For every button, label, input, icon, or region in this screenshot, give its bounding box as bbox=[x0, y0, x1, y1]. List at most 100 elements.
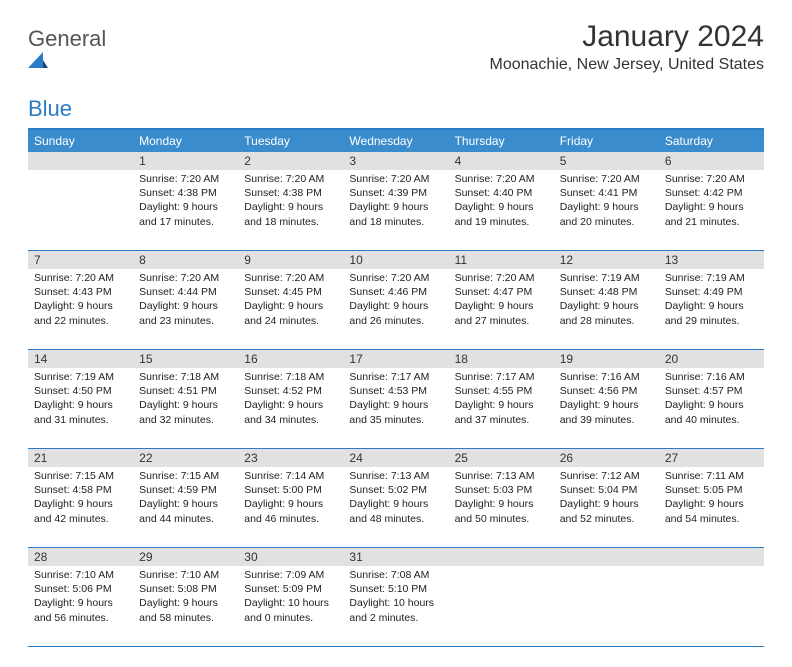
sunset: Sunset: 4:38 PM bbox=[139, 186, 232, 200]
day-cell: Sunrise: 7:17 AMSunset: 4:53 PMDaylight:… bbox=[343, 368, 448, 448]
day-cell: Sunrise: 7:20 AMSunset: 4:39 PMDaylight:… bbox=[343, 170, 448, 250]
daylight-line2: and 17 minutes. bbox=[139, 215, 232, 229]
day-number: 12 bbox=[554, 251, 659, 269]
daylight-line1: Daylight: 9 hours bbox=[244, 299, 337, 313]
day-number bbox=[449, 548, 554, 566]
day-cell: Sunrise: 7:09 AMSunset: 5:09 PMDaylight:… bbox=[238, 566, 343, 646]
daylight-line1: Daylight: 9 hours bbox=[560, 200, 653, 214]
daylight-line2: and 27 minutes. bbox=[455, 314, 548, 328]
day-info: Sunrise: 7:20 AMSunset: 4:43 PMDaylight:… bbox=[34, 271, 127, 328]
day-number: 31 bbox=[343, 548, 448, 566]
daylight-line1: Daylight: 9 hours bbox=[244, 497, 337, 511]
day-number: 21 bbox=[28, 449, 133, 467]
sunset: Sunset: 4:47 PM bbox=[455, 285, 548, 299]
day-info: Sunrise: 7:12 AMSunset: 5:04 PMDaylight:… bbox=[560, 469, 653, 526]
sunset: Sunset: 5:02 PM bbox=[349, 483, 442, 497]
day-number: 24 bbox=[343, 449, 448, 467]
sunset: Sunset: 4:50 PM bbox=[34, 384, 127, 398]
sunset: Sunset: 4:41 PM bbox=[560, 186, 653, 200]
sunrise: Sunrise: 7:20 AM bbox=[349, 172, 442, 186]
day-info: Sunrise: 7:20 AMSunset: 4:38 PMDaylight:… bbox=[139, 172, 232, 229]
day-cell: Sunrise: 7:19 AMSunset: 4:50 PMDaylight:… bbox=[28, 368, 133, 448]
day-number: 29 bbox=[133, 548, 238, 566]
sunrise: Sunrise: 7:19 AM bbox=[665, 271, 758, 285]
day-number: 16 bbox=[238, 350, 343, 368]
daylight-line1: Daylight: 9 hours bbox=[244, 200, 337, 214]
daylight-line2: and 29 minutes. bbox=[665, 314, 758, 328]
sunrise: Sunrise: 7:19 AM bbox=[34, 370, 127, 384]
day-cell: Sunrise: 7:16 AMSunset: 4:56 PMDaylight:… bbox=[554, 368, 659, 448]
day-cell: Sunrise: 7:08 AMSunset: 5:10 PMDaylight:… bbox=[343, 566, 448, 646]
daylight-line1: Daylight: 9 hours bbox=[34, 596, 127, 610]
sunrise: Sunrise: 7:20 AM bbox=[455, 172, 548, 186]
sunset: Sunset: 4:46 PM bbox=[349, 285, 442, 299]
day-number: 17 bbox=[343, 350, 448, 368]
day-info: Sunrise: 7:20 AMSunset: 4:44 PMDaylight:… bbox=[139, 271, 232, 328]
day-number-row: 78910111213 bbox=[28, 251, 764, 269]
sunrise: Sunrise: 7:20 AM bbox=[244, 271, 337, 285]
brand-part2: Blue bbox=[28, 96, 72, 121]
sunrise: Sunrise: 7:11 AM bbox=[665, 469, 758, 483]
sunset: Sunset: 5:05 PM bbox=[665, 483, 758, 497]
daylight-line1: Daylight: 9 hours bbox=[349, 497, 442, 511]
daylight-line1: Daylight: 9 hours bbox=[34, 497, 127, 511]
day-info: Sunrise: 7:20 AMSunset: 4:39 PMDaylight:… bbox=[349, 172, 442, 229]
day-cell: Sunrise: 7:14 AMSunset: 5:00 PMDaylight:… bbox=[238, 467, 343, 547]
daylight-line1: Daylight: 9 hours bbox=[349, 200, 442, 214]
day-info: Sunrise: 7:18 AMSunset: 4:51 PMDaylight:… bbox=[139, 370, 232, 427]
daylight-line1: Daylight: 9 hours bbox=[139, 398, 232, 412]
day-cell: Sunrise: 7:11 AMSunset: 5:05 PMDaylight:… bbox=[659, 467, 764, 547]
daylight-line2: and 50 minutes. bbox=[455, 512, 548, 526]
day-cell: Sunrise: 7:15 AMSunset: 4:58 PMDaylight:… bbox=[28, 467, 133, 547]
sunset: Sunset: 4:57 PM bbox=[665, 384, 758, 398]
sunrise: Sunrise: 7:20 AM bbox=[665, 172, 758, 186]
calendar-page: General Blue January 2024 Moonachie, New… bbox=[0, 0, 792, 667]
sunrise: Sunrise: 7:13 AM bbox=[455, 469, 548, 483]
daylight-line2: and 34 minutes. bbox=[244, 413, 337, 427]
day-number: 26 bbox=[554, 449, 659, 467]
daylight-line2: and 20 minutes. bbox=[560, 215, 653, 229]
day-cell: Sunrise: 7:20 AMSunset: 4:46 PMDaylight:… bbox=[343, 269, 448, 349]
day-cell: Sunrise: 7:20 AMSunset: 4:41 PMDaylight:… bbox=[554, 170, 659, 250]
day-info: Sunrise: 7:19 AMSunset: 4:49 PMDaylight:… bbox=[665, 271, 758, 328]
day-cell bbox=[659, 566, 764, 646]
daylight-line1: Daylight: 9 hours bbox=[455, 200, 548, 214]
day-number bbox=[659, 548, 764, 566]
sunrise: Sunrise: 7:18 AM bbox=[139, 370, 232, 384]
daylight-line1: Daylight: 9 hours bbox=[665, 299, 758, 313]
day-number: 25 bbox=[449, 449, 554, 467]
sunset: Sunset: 4:48 PM bbox=[560, 285, 653, 299]
daylight-line2: and 18 minutes. bbox=[349, 215, 442, 229]
day-number: 4 bbox=[449, 152, 554, 170]
sunset: Sunset: 4:49 PM bbox=[665, 285, 758, 299]
day-number: 19 bbox=[554, 350, 659, 368]
dow-mon: Monday bbox=[133, 130, 238, 152]
day-number: 9 bbox=[238, 251, 343, 269]
daylight-line1: Daylight: 9 hours bbox=[34, 398, 127, 412]
sunrise: Sunrise: 7:17 AM bbox=[455, 370, 548, 384]
daylight-line1: Daylight: 9 hours bbox=[139, 596, 232, 610]
daylight-line1: Daylight: 9 hours bbox=[665, 398, 758, 412]
day-cell: Sunrise: 7:20 AMSunset: 4:45 PMDaylight:… bbox=[238, 269, 343, 349]
day-number: 28 bbox=[28, 548, 133, 566]
day-number: 13 bbox=[659, 251, 764, 269]
day-cell: Sunrise: 7:19 AMSunset: 4:48 PMDaylight:… bbox=[554, 269, 659, 349]
sunrise: Sunrise: 7:20 AM bbox=[139, 172, 232, 186]
sunset: Sunset: 5:09 PM bbox=[244, 582, 337, 596]
day-info: Sunrise: 7:17 AMSunset: 4:53 PMDaylight:… bbox=[349, 370, 442, 427]
sunset: Sunset: 4:52 PM bbox=[244, 384, 337, 398]
brand-part1: General bbox=[28, 26, 106, 51]
day-cell: Sunrise: 7:16 AMSunset: 4:57 PMDaylight:… bbox=[659, 368, 764, 448]
daylight-line2: and 31 minutes. bbox=[34, 413, 127, 427]
daylight-line1: Daylight: 9 hours bbox=[560, 497, 653, 511]
daylight-line1: Daylight: 9 hours bbox=[455, 398, 548, 412]
day-cell: Sunrise: 7:15 AMSunset: 4:59 PMDaylight:… bbox=[133, 467, 238, 547]
sunset: Sunset: 5:04 PM bbox=[560, 483, 653, 497]
day-info: Sunrise: 7:14 AMSunset: 5:00 PMDaylight:… bbox=[244, 469, 337, 526]
day-cell bbox=[554, 566, 659, 646]
daylight-line2: and 26 minutes. bbox=[349, 314, 442, 328]
daylight-line2: and 0 minutes. bbox=[244, 611, 337, 625]
day-cell: Sunrise: 7:10 AMSunset: 5:08 PMDaylight:… bbox=[133, 566, 238, 646]
daylight-line1: Daylight: 9 hours bbox=[455, 497, 548, 511]
day-cell: Sunrise: 7:12 AMSunset: 5:04 PMDaylight:… bbox=[554, 467, 659, 547]
